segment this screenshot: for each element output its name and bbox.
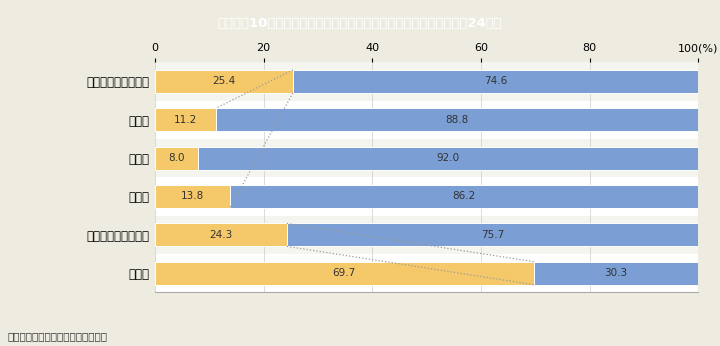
Text: 74.6: 74.6 xyxy=(484,76,508,86)
Bar xyxy=(155,224,287,246)
Bar xyxy=(534,262,698,285)
Bar xyxy=(155,62,698,101)
Text: 24.3: 24.3 xyxy=(210,230,233,240)
Bar xyxy=(198,147,698,170)
Text: 25.4: 25.4 xyxy=(212,76,235,86)
Text: 92.0: 92.0 xyxy=(437,153,460,163)
Text: 69.7: 69.7 xyxy=(333,268,356,278)
Bar xyxy=(155,147,198,170)
Text: 30.3: 30.3 xyxy=(605,268,628,278)
Bar xyxy=(155,70,293,93)
Text: 11.2: 11.2 xyxy=(174,115,197,125)
Text: 8.0: 8.0 xyxy=(168,153,185,163)
Text: 13.8: 13.8 xyxy=(181,191,204,201)
Bar xyxy=(216,108,698,131)
Bar xyxy=(155,101,698,139)
Bar xyxy=(155,139,698,177)
Text: （備考）文部科学省資料より作成。: （備考）文部科学省資料より作成。 xyxy=(7,331,107,341)
Text: Ｉ－６－10図　自然科学系研究者の採用における男女別割合（平成24年）: Ｉ－６－10図 自然科学系研究者の採用における男女別割合（平成24年） xyxy=(217,17,503,30)
Bar xyxy=(155,185,230,208)
Bar xyxy=(155,216,698,254)
Bar xyxy=(155,108,216,131)
Text: 86.2: 86.2 xyxy=(452,191,476,201)
Bar xyxy=(287,224,698,246)
Bar xyxy=(155,254,698,292)
Text: 75.7: 75.7 xyxy=(481,230,504,240)
Bar xyxy=(230,185,698,208)
Text: 88.8: 88.8 xyxy=(446,115,469,125)
Bar xyxy=(155,177,698,216)
Bar xyxy=(293,70,698,93)
Bar xyxy=(155,262,534,285)
